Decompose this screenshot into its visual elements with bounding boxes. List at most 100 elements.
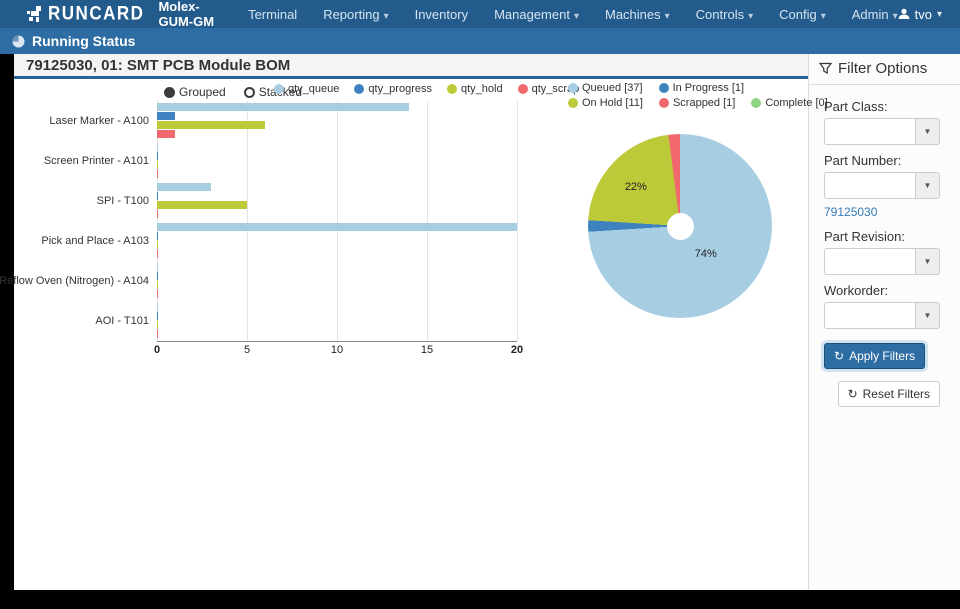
input-part-class[interactable] [824,118,915,145]
reset-filters-button-label: Reset Filters [862,387,930,401]
legend-label: Scrapped [1] [672,97,736,109]
nav-item-reporting[interactable]: Reporting ▾ [323,6,389,22]
gridline [247,101,248,341]
apply-filters-button-label: Apply Filters [849,349,916,363]
radio-grouped-icon [164,86,175,98]
dropdown-button-workorder[interactable]: ▼ [915,302,940,329]
dropdown-caret-icon: ▼ [923,311,932,320]
legend-label: qty_hold [460,83,503,95]
content-area: 79125030, 01: SMT PCB Module BOM Grouped… [0,54,960,590]
x-tick-label: 10 [330,344,344,356]
dropdown-button-part-class[interactable]: ▼ [915,118,940,145]
legend-label: On Hold [11] [582,97,643,109]
legend-item[interactable]: qty_queue [274,83,339,95]
combo-workorder: ▼ [824,302,940,329]
user-icon [898,8,910,20]
nav-item-machines[interactable]: Machines ▾ [605,6,670,22]
input-part-number[interactable] [824,172,915,199]
part-number-link[interactable]: 79125030 [824,205,878,219]
bar-chart-legend: qty_queue qty_progress qty_hold qty_scrap [274,83,579,95]
input-part-revision[interactable] [824,248,915,275]
bar-category-label: Laser Marker - A100 [49,115,149,127]
input-workorder[interactable] [824,302,915,329]
x-tick-label: 20 [510,344,524,356]
legend-dot-icon [658,83,669,93]
bar-chart-x-axis: 0 5 10 15 20 [153,344,523,360]
legend-label: In Progress [1] [672,82,745,94]
x-tick-label: 5 [243,344,251,356]
nav-item-config[interactable]: Config ▾ [779,6,826,22]
bar-category-label: Screen Printer - A101 [43,155,149,167]
nav-menu: Terminal Reporting ▾ Inventory Management ▾ Ma… [248,7,898,22]
bar-qty_scrap [157,290,158,298]
nav-item-admin[interactable]: Admin ▾ [851,6,898,22]
x-tick-label: 0 [153,344,161,356]
radio-grouped[interactable]: Grouped [164,85,226,99]
legend-item[interactable]: On Hold [11] [568,97,643,109]
bar-qty_hold [157,321,158,329]
legend-item[interactable]: Queued [37] [568,82,643,94]
main-panel: 79125030, 01: SMT PCB Module BOM Grouped… [0,54,828,590]
apply-filters-button[interactable]: ↻ Apply Filters [824,343,926,369]
bar-category-label: SPI - T100 [96,195,149,207]
site-brand[interactable]: Molex-GUM-GM [158,0,215,29]
pie-chart-hole [666,212,694,240]
legend-dot-icon [446,84,457,94]
nav-item-terminal[interactable]: Terminal [248,6,298,22]
dropdown-button-part-number[interactable]: ▼ [915,172,940,199]
bar-qty_hold [157,281,158,289]
bar-qty_progress [157,152,158,160]
legend-label: qty_scrap [531,83,580,95]
bar-category-label: AOI - T101 [95,315,149,327]
running-status-icon [12,35,25,48]
legend-dot-icon [751,98,762,108]
legend-dot-icon [568,98,578,108]
refresh-icon: ↻ [847,387,858,401]
filter-fields: Part Class: ▼ Part Number: ▼ 79125030 Part Re… [809,85,960,407]
top-navbar: RUNCARD Molex-GUM-GM Terminal Reporting ▾ I… [0,0,960,29]
bar-row: Screen Printer - A101 [44,141,517,181]
bar-category-label: Pick and Place - A103 [41,235,149,247]
dropdown-button-part-revision[interactable]: ▼ [915,248,940,275]
radio-grouped-label: Grouped [179,85,226,99]
bar-row: Laser Marker - A100 [49,101,517,141]
legend-item[interactable]: qty_hold [446,83,503,95]
combo-part-revision: ▼ [824,248,940,275]
legend-dot-icon [568,83,578,93]
nav-item-inventory[interactable]: Inventory [414,6,469,22]
legend-label: qty_queue [288,83,340,95]
chevron-down-icon: ▾ [664,10,670,22]
pie-label-queued: 74% [694,247,717,260]
chevron-down-icon: ▾ [936,8,942,20]
bar-qty_progress [157,112,175,120]
bom-title-bar: 79125030, 01: SMT PCB Module BOM [14,54,808,79]
gridline [427,101,428,341]
chevron-down-icon: ▾ [383,10,389,22]
filter-icon [819,62,832,75]
legend-item[interactable]: Complete [0] [751,97,828,109]
legend-label: Complete [0] [765,97,828,109]
nav-item-controls[interactable]: Controls ▾ [695,6,754,22]
pie-label-on-hold: 22% [624,181,647,194]
field-label-part-class: Part Class: [824,99,888,114]
bar-qty_queue [157,183,211,191]
chevron-down-icon: ▾ [748,10,754,22]
field-label-part-revision: Part Revision: [824,229,905,244]
runcard-logo-text: RUNCARD [48,2,145,25]
legend-item[interactable]: In Progress [1] [658,82,745,94]
legend-item[interactable]: Scrapped [1] [658,97,736,109]
dropdown-caret-icon: ▼ [923,181,932,190]
refresh-icon: ↻ [834,349,845,363]
bar-qty_queue [157,303,158,311]
runcard-logo[interactable]: RUNCARD [26,2,145,25]
legend-dot-icon [274,84,284,94]
bar-qty_queue [157,263,158,271]
legend-item[interactable]: qty_scrap [517,83,580,95]
bar-qty_hold [157,201,247,209]
legend-item[interactable]: qty_progress [354,83,432,95]
bar-qty_scrap [157,130,175,138]
user-menu[interactable]: tvo ▾ [898,7,942,22]
bar-qty_scrap [157,170,158,178]
nav-item-management[interactable]: Management ▾ [494,6,579,22]
reset-filters-button[interactable]: ↻ Reset Filters [837,381,940,407]
